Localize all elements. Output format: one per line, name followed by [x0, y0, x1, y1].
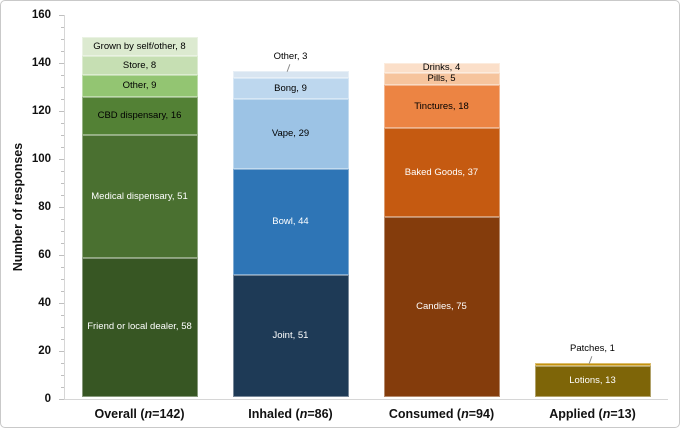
segment-label: Candies, 75	[416, 301, 467, 312]
y-axis-minor-tick	[61, 51, 64, 52]
segment-label: Store, 8	[122, 59, 157, 71]
segment-pills: Pills, 5	[383, 73, 500, 86]
segment-baked-goods: Baked Goods, 37	[383, 128, 500, 217]
segment-label: CBD dispensary, 16	[97, 110, 182, 122]
y-axis-major-tick	[59, 63, 64, 64]
y-axis-minor-tick	[61, 99, 64, 100]
x-axis-label-consumed: Consumed (n=94)	[388, 407, 495, 421]
segment-label: Bowl, 44	[272, 215, 309, 227]
x-axis-line	[64, 399, 668, 400]
y-axis-minor-tick	[61, 363, 64, 364]
y-axis-major-tick	[59, 351, 64, 352]
segment-lotions: Lotions, 13	[534, 365, 651, 397]
y-axis-minor-tick	[61, 243, 64, 244]
y-axis-tick-label: 100	[31, 153, 51, 165]
y-axis-minor-tick	[61, 123, 64, 124]
y-axis-tick-label: 140	[31, 57, 51, 69]
segment-drinks: Drinks, 4	[383, 63, 500, 74]
y-axis-minor-tick	[61, 135, 64, 136]
segment-bowl: Bowl, 44	[232, 169, 349, 275]
segment-friend-or-local-dealer: Friend or local dealer, 58	[81, 257, 198, 397]
y-axis-minor-tick	[61, 183, 64, 184]
segment-medical-dispensary: Medical dispensary, 51	[81, 135, 198, 258]
y-axis-tick-label: 20	[38, 345, 51, 357]
y-axis-minor-tick	[61, 375, 64, 376]
y-axis-minor-tick	[61, 219, 64, 220]
y-axis-major-tick	[59, 111, 64, 112]
callout-label-other: Other, 3	[273, 50, 308, 62]
y-axis-major-tick	[59, 207, 64, 208]
segment-joint: Joint, 51	[232, 274, 349, 397]
segment-store: Store, 8	[81, 56, 198, 76]
y-axis-minor-tick	[61, 39, 64, 40]
y-axis-tick-label: 40	[38, 297, 51, 309]
x-axis-label-applied: Applied (n=13)	[549, 407, 636, 421]
y-axis-minor-tick	[61, 279, 64, 280]
bar-applied: Lotions, 13	[534, 363, 651, 397]
y-axis-major-tick	[59, 303, 64, 304]
y-axis-tick-label: 60	[38, 249, 51, 261]
bar-overall: Friend or local dealer, 58 Medical dispen…	[81, 37, 198, 397]
y-axis-minor-tick	[61, 315, 64, 316]
y-axis-major-tick	[59, 399, 64, 400]
segment-label: Pills, 5	[427, 73, 456, 85]
segment-grown-by-self-other: Grown by self/other, 8	[81, 37, 198, 57]
segment-candies: Candies, 75	[383, 217, 500, 397]
y-axis-tick-label: 0	[44, 393, 51, 405]
segment-vape: Vape, 29	[232, 99, 349, 170]
y-axis-major-tick	[59, 159, 64, 160]
segment-bong: Bong, 9	[232, 77, 349, 100]
segment-label: Drinks, 4	[422, 63, 461, 74]
y-axis-minor-tick	[61, 171, 64, 172]
x-axis-label-overall: Overall (n=142)	[94, 407, 185, 421]
segment-label: Other, 9	[122, 80, 157, 92]
y-axis-minor-tick	[61, 387, 64, 388]
y-axis-tick-label: 120	[31, 105, 51, 117]
y-axis-minor-tick	[61, 147, 64, 148]
segment-label: Lotions, 13	[569, 375, 616, 387]
x-axis-label-inhaled: Inhaled (n=86)	[248, 407, 333, 421]
y-axis-tick-label: 160	[31, 9, 51, 21]
y-axis-minor-tick	[61, 339, 64, 340]
y-axis-minor-tick	[61, 291, 64, 292]
segment-label: Tinctures, 18	[414, 100, 469, 112]
y-axis-minor-tick	[61, 27, 64, 28]
y-axis-major-tick	[59, 15, 64, 16]
y-axis-minor-tick	[61, 267, 64, 268]
segment-label: Vape, 29	[271, 128, 310, 140]
segment-other	[232, 70, 349, 78]
bar-consumed: Candies, 75 Baked Goods, 37 Tinctures, 18 P…	[383, 63, 500, 397]
bar-inhaled: Joint, 51 Bowl, 44 Vape, 29 Bong, 9	[232, 70, 349, 397]
segment-label: Friend or local dealer, 58	[87, 321, 192, 333]
y-axis-tick-label: 80	[38, 201, 51, 213]
segment-label: Bong, 9	[274, 82, 307, 94]
y-axis-minor-tick	[61, 87, 64, 88]
y-axis-minor-tick	[61, 195, 64, 196]
callout-label-patches: Patches, 1	[570, 343, 615, 355]
y-axis-minor-tick	[61, 75, 64, 76]
y-axis-line	[64, 15, 65, 399]
segment-patches	[534, 363, 651, 366]
segment-label: Joint, 51	[272, 329, 309, 341]
segment-label: Medical dispensary, 51	[91, 190, 188, 202]
segment-other: Other, 9	[81, 75, 198, 98]
y-axis-minor-tick	[61, 231, 64, 232]
segment-label: Grown by self/other, 8	[93, 40, 186, 52]
y-axis-minor-tick	[61, 327, 64, 328]
segment-cbd-dispensary: CBD dispensary, 16	[81, 97, 198, 136]
y-axis-major-tick	[59, 255, 64, 256]
segment-tinctures: Tinctures, 18	[383, 85, 500, 129]
segment-label: Baked Goods, 37	[404, 166, 479, 178]
